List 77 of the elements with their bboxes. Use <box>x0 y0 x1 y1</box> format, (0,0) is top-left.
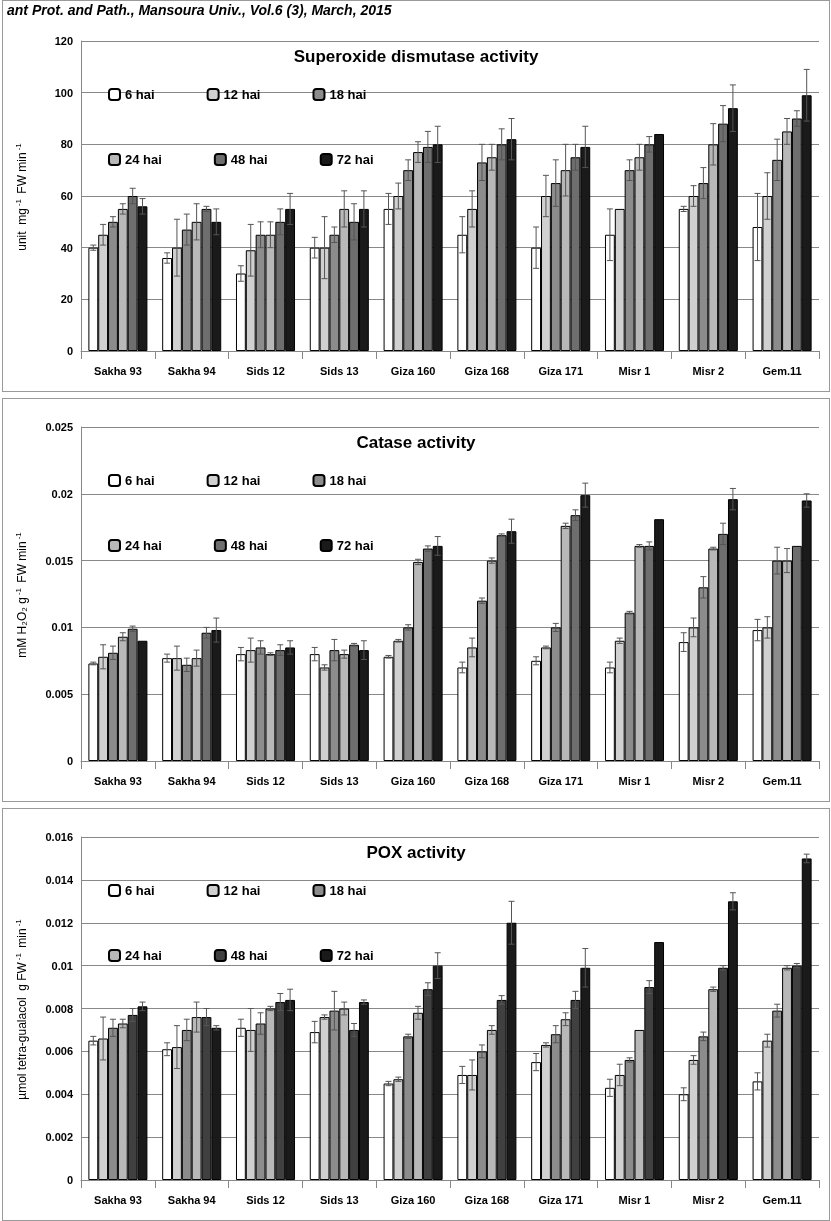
x-tick-label: Misr 1 <box>618 774 651 787</box>
text: ant Prot. and Path., Mansoura Univ., Vol.6 (3), March, 2015 <box>7 2 392 18</box>
x-tick-label: Sakha 94 <box>167 1193 217 1206</box>
y-tick-label: 0.002 <box>45 1131 73 1144</box>
x-tick-label: Sids 12 <box>246 1193 285 1206</box>
y-tick-label: 0.016 <box>45 831 73 843</box>
legend-label: 12 hai <box>223 87 261 102</box>
x-tick-label: Sids 12 <box>246 774 285 787</box>
x-tick-label: Gem.11 <box>762 364 802 377</box>
y-tick-label: 0 <box>66 345 73 357</box>
y-tick-label: 0.015 <box>45 554 73 567</box>
x-tick-label: Sids 13 <box>320 774 359 787</box>
legend-label: 48 hai <box>230 948 268 963</box>
x-tick-label: Misr 2 <box>692 774 725 787</box>
x-tick-label: Sids 12 <box>246 364 285 377</box>
legend-label: 24 hai <box>125 948 162 963</box>
y-axis-title: unit mg-1 FW min-1 <box>13 142 29 251</box>
legend-label: 18 hai <box>329 883 367 898</box>
x-tick-label: Sids 13 <box>320 1193 359 1206</box>
x-tick-label: Misr 1 <box>618 364 651 377</box>
legend-label: 6 hai <box>125 87 155 102</box>
x-tick-label: Sakha 94 <box>167 364 217 377</box>
y-tick-label: 0.005 <box>45 688 73 701</box>
legend-label: 48 hai <box>230 152 268 167</box>
y-axis-title: µmol tetra-gualacol g FW-1 min-1 <box>13 918 29 1100</box>
x-tick-label: Sakha 94 <box>167 774 217 787</box>
x-tick-label: Giza 168 <box>464 364 510 377</box>
legend-label: 72 hai <box>336 948 374 963</box>
x-tick-label: Giza 160 <box>390 364 436 377</box>
legend-label: 48 hai <box>230 538 268 553</box>
chart-title: POX activity <box>366 843 467 862</box>
x-tick-label: Misr 1 <box>618 1193 651 1206</box>
x-tick-label: Gem.11 <box>762 1193 802 1206</box>
y-tick-label: 120 <box>54 35 73 47</box>
y-tick-label: 80 <box>60 138 73 151</box>
y-tick-label: 0.012 <box>45 916 73 929</box>
y-tick-label: 0.006 <box>45 1045 73 1058</box>
x-tick-label: Sakha 93 <box>94 1193 142 1206</box>
legend-label: 6 hai <box>125 473 155 488</box>
x-tick-label: Gem.11 <box>762 774 802 787</box>
x-tick-label: Giza 168 <box>464 1193 510 1206</box>
y-tick-label: 0.014 <box>45 873 74 886</box>
x-tick-label: Misr 2 <box>692 1193 725 1206</box>
y-tick-label: 100 <box>54 86 73 99</box>
legend-label: 72 hai <box>336 152 374 167</box>
legend-label: 24 hai <box>125 152 162 167</box>
legend-label: 18 hai <box>329 473 367 488</box>
x-tick-label: Sids 13 <box>320 364 359 377</box>
chart-title: Superoxide dismutase activity <box>293 47 539 66</box>
y-tick-label: 0.01 <box>51 621 73 634</box>
y-tick-label: 0.01 <box>51 959 73 972</box>
legend-label: 72 hai <box>336 538 374 553</box>
legend-label: 18 hai <box>329 87 367 102</box>
y-tick-label: 0 <box>66 755 73 767</box>
legend-label: 6 hai <box>125 883 155 898</box>
x-tick-label: Giza 160 <box>390 774 436 787</box>
x-tick-label: Giza 171 <box>538 774 584 787</box>
x-tick-label: Sakha 93 <box>94 774 142 787</box>
x-tick-label: Misr 2 <box>692 364 725 377</box>
legend-label: 24 hai <box>125 538 162 553</box>
y-tick-label: 20 <box>60 293 73 306</box>
x-tick-label: Giza 171 <box>538 1193 584 1206</box>
x-tick-label: Giza 168 <box>464 774 510 787</box>
x-tick-label: Giza 171 <box>538 364 584 377</box>
y-tick-label: 60 <box>60 190 73 202</box>
y-tick-label: 0 <box>66 1174 73 1186</box>
chart-title: Catase activity <box>356 433 477 452</box>
y-axis-title: mM H₂O₂ g-1 FW min-1 <box>13 531 29 658</box>
y-tick-label: 40 <box>60 241 73 254</box>
legend-label: 12 hai <box>223 473 261 488</box>
y-tick-label: 0.025 <box>45 421 73 433</box>
y-tick-label: 0.008 <box>45 1002 73 1015</box>
y-tick-label: 0.004 <box>45 1088 74 1101</box>
x-tick-label: Sakha 93 <box>94 364 142 377</box>
x-tick-label: Giza 160 <box>390 1193 436 1206</box>
y-tick-label: 0.02 <box>51 487 73 500</box>
legend-label: 12 hai <box>223 883 261 898</box>
